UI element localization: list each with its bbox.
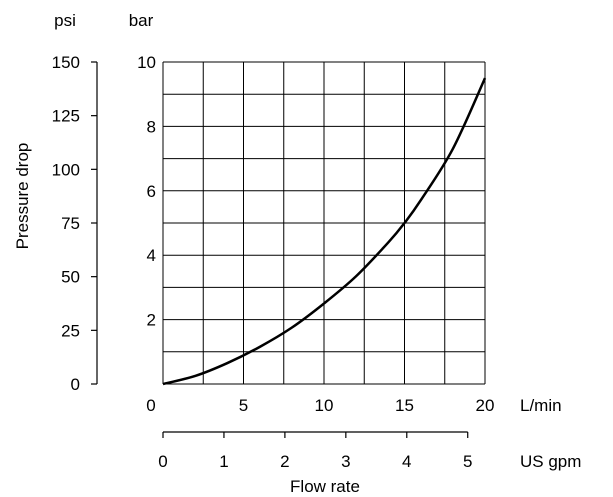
pressure-drop-curve xyxy=(162,77,487,386)
bar-tick-label: 6 xyxy=(147,182,156,201)
psi-tick-label: 0 xyxy=(71,375,80,394)
chart-grid xyxy=(162,61,486,385)
psi-tick-label: 75 xyxy=(61,214,80,233)
gpm-tick-label: 2 xyxy=(280,452,289,471)
lmin-tick-label: 10 xyxy=(315,396,334,415)
bar-unit-label: bar xyxy=(129,11,154,30)
gpm-tick-label: 4 xyxy=(402,452,411,471)
gpm-tick-label: 5 xyxy=(463,452,472,471)
gpm-tick-label: 0 xyxy=(158,452,167,471)
gpm-tick-label: 1 xyxy=(219,452,228,471)
bar-tick-label: 2 xyxy=(147,311,156,330)
y-axis-title: Pressure drop xyxy=(13,143,32,250)
chart-axes xyxy=(91,61,469,438)
bar-tick-label: 10 xyxy=(137,53,156,72)
psi-unit-label: psi xyxy=(54,11,76,30)
lmin-tick-label: 15 xyxy=(395,396,414,415)
gpm-tick-label: 3 xyxy=(341,452,350,471)
lmin-tick-label: 20 xyxy=(476,396,495,415)
bar-tick-label: 4 xyxy=(147,246,156,265)
lmin-tick-label: 0 xyxy=(146,396,155,415)
psi-tick-label: 125 xyxy=(52,107,80,126)
lmin-unit-label: L/min xyxy=(520,396,562,415)
chart-series xyxy=(162,77,487,386)
gpm-unit-label: US gpm xyxy=(520,452,581,471)
psi-tick-label: 50 xyxy=(61,268,80,287)
psi-tick-label: 150 xyxy=(52,53,80,72)
psi-tick-label: 100 xyxy=(52,160,80,179)
bar-tick-label: 8 xyxy=(147,117,156,136)
x-axis-title: Flow rate xyxy=(290,477,360,496)
psi-tick-label: 25 xyxy=(61,321,80,340)
lmin-tick-label: 5 xyxy=(239,396,248,415)
